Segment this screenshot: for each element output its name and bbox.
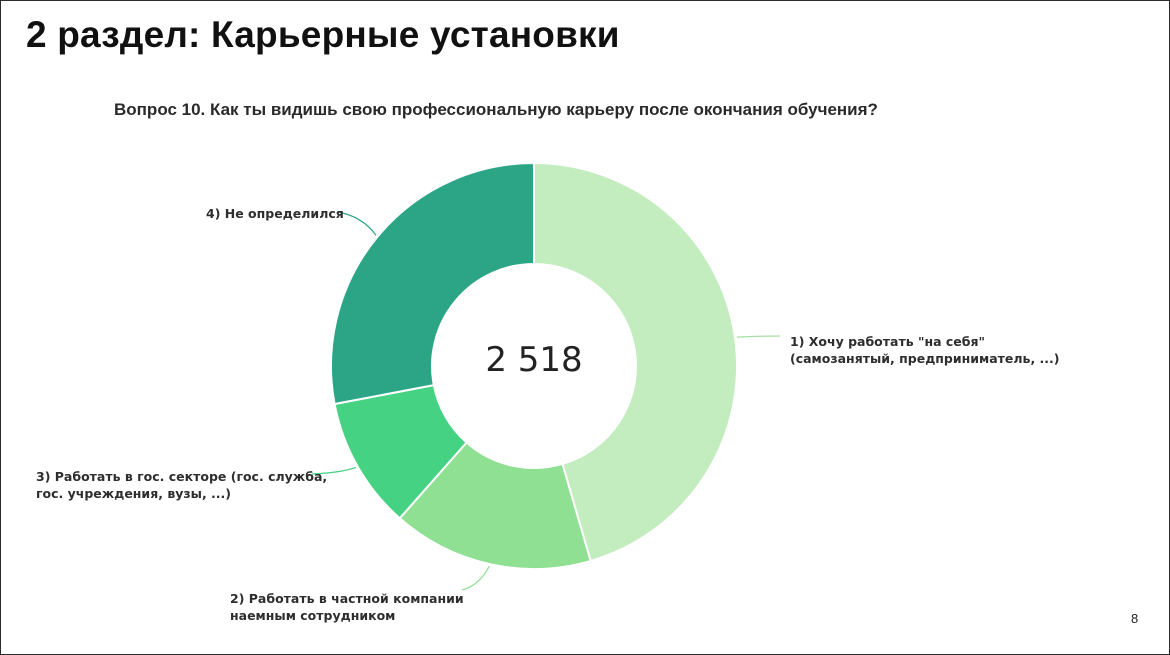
chart-title: Вопрос 10. Как ты видишь свою профессион…	[114, 100, 878, 119]
slice-undecided	[330, 161, 535, 406]
center-total: 2 518	[485, 340, 583, 380]
slice-label-self-employed: 1) Хочу работать "на себя" (самозанятый,…	[790, 334, 1060, 366]
leader-line-2	[461, 565, 490, 591]
leader-line-1	[736, 335, 781, 338]
slice-label-public-sector: 3) Работать в гос. секторе (гос. служба,…	[36, 469, 328, 501]
slice-label-private-company: 2) Работать в частной компании наемным с…	[230, 591, 464, 623]
page-number: 8	[1131, 611, 1139, 626]
slice-self-employed	[533, 161, 738, 563]
slice-private-company	[398, 441, 592, 570]
slice-label-undecided: 4) Не определился	[206, 206, 344, 221]
leader-line-3	[311, 466, 357, 475]
leader-line-4	[337, 211, 377, 236]
page-title: 2 раздел: Карьерные установки	[26, 14, 620, 55]
